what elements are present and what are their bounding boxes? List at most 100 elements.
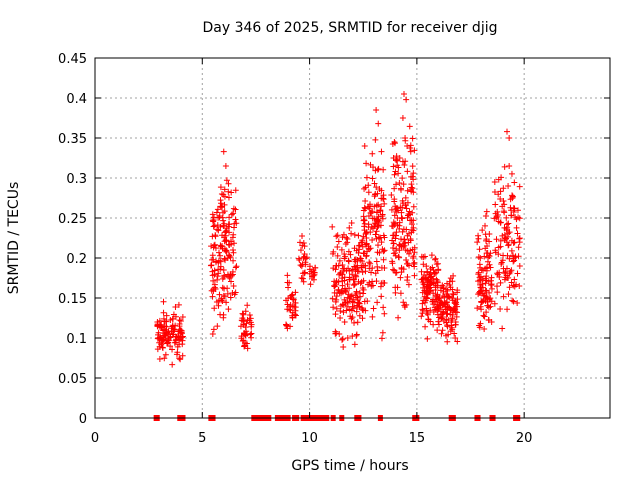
data-point [378,187,385,194]
data-point [410,170,417,177]
data-point [486,231,493,238]
data-point [405,281,412,288]
data-point [287,307,294,314]
data-point [378,293,385,300]
data-point [407,217,414,224]
data-point [419,306,426,313]
data-point [283,297,290,304]
data-point [452,321,459,328]
data-point [223,177,230,184]
data-point [393,229,400,236]
data-point [497,243,504,250]
data-point [210,288,217,295]
data-point [352,258,359,265]
data-point [475,254,482,261]
data-point [169,346,176,353]
data-point [230,257,237,264]
data-point [334,232,341,239]
data-point [506,284,513,291]
data-points [154,91,523,368]
data-point [505,242,512,249]
data-point [379,195,386,202]
data-point [491,179,498,186]
data-point [483,287,490,294]
data-point [176,323,183,330]
data-point [486,253,493,260]
data-point [423,294,430,301]
data-point [368,283,375,290]
data-point [331,289,338,296]
data-point [362,198,369,205]
data-point [378,335,385,342]
data-point [212,232,219,239]
data-point [221,246,228,253]
data-point [390,240,397,247]
data-point [372,136,379,143]
data-point [361,250,368,257]
data-point [217,263,224,270]
data-point [366,246,373,253]
data-point [495,251,502,258]
data-point [333,305,340,312]
data-point [225,188,232,195]
data-point [289,303,296,310]
data-point [169,322,176,329]
data-point [491,215,498,222]
data-point [499,325,506,332]
data-point [221,285,228,292]
data-point [341,318,348,325]
data-point [409,173,416,180]
data-point [221,193,228,200]
data-point [215,270,222,277]
data-point [346,274,353,281]
data-point [215,227,222,234]
data-point [221,234,228,241]
data-point [243,320,250,327]
data-point [171,339,178,346]
data-point [407,142,414,149]
data-point [398,214,405,221]
data-point [170,326,177,333]
data-point [447,306,454,313]
data-point [409,246,416,253]
data-point [173,351,180,358]
data-point [497,279,504,286]
data-point [163,312,170,319]
x-tick-label: 5 [198,431,206,446]
data-point [230,282,237,289]
data-point [161,355,168,362]
data-point [368,209,375,216]
data-point [508,267,515,274]
data-point [378,148,385,155]
data-point [398,209,405,216]
data-point [500,197,507,204]
data-point [214,226,221,233]
data-point [409,135,416,142]
data-point [219,203,226,210]
data-point [445,303,452,310]
data-point [154,346,161,353]
data-point [361,298,368,305]
data-point [494,270,501,277]
data-point [474,305,481,312]
data-point [218,200,225,207]
data-point [359,315,366,322]
data-point [401,91,407,97]
data-point [299,261,306,268]
y-tick-label: 0.35 [58,132,87,147]
data-point [502,235,509,242]
data-point [422,288,429,295]
data-point [394,284,401,291]
data-point [176,317,183,324]
data-point [361,227,368,234]
x-tick-label: 10 [301,431,318,446]
data-point [331,282,338,289]
data-point [240,337,247,344]
data-point [391,140,398,147]
data-point [214,206,221,213]
data-point [160,298,167,305]
data-point [358,264,365,271]
data-point [213,259,220,266]
data-point [435,321,442,328]
data-point [502,268,509,275]
